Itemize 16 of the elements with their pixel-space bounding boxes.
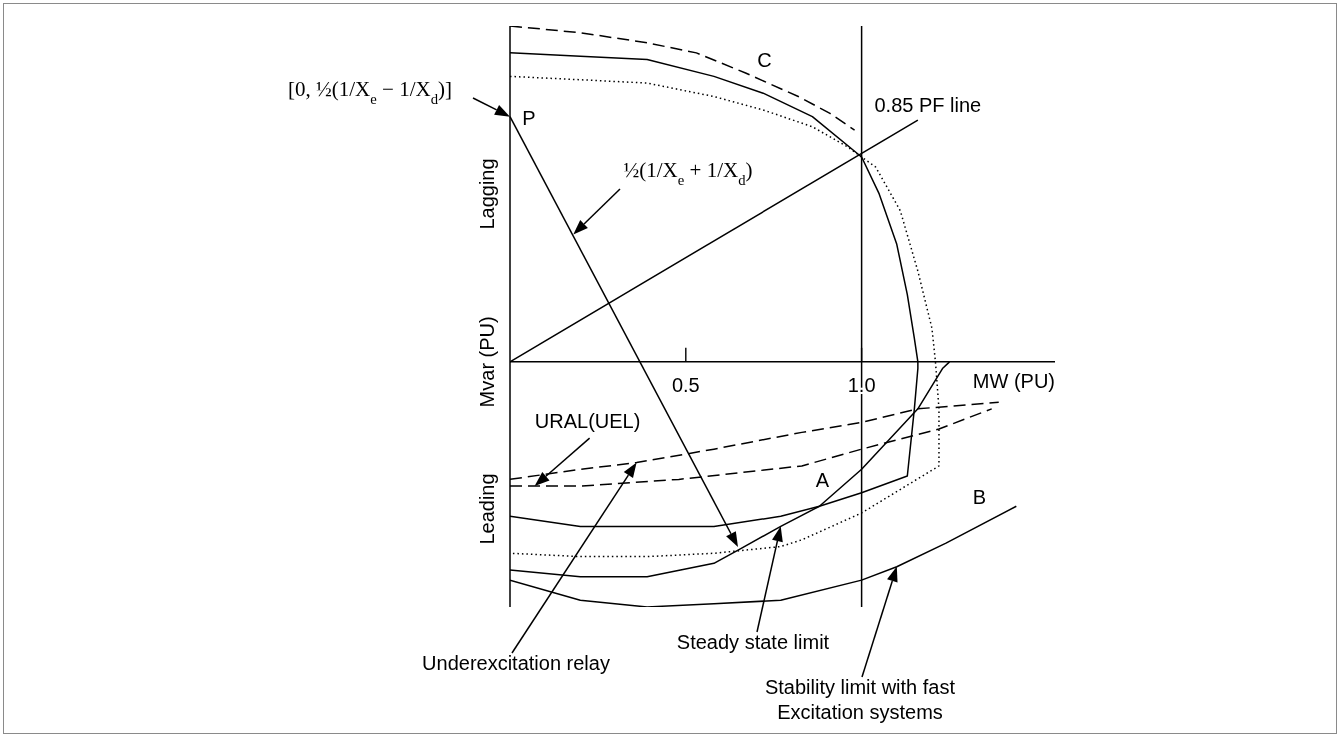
text: [0, ½(1/X$_{e}$ − 1/X$_{d}$)] [288,77,452,108]
series-label: A [815,469,830,492]
annotation: P [522,107,536,129]
series-label: 0.85 PF line [874,94,982,117]
series-label: C [757,49,772,72]
text: Stability limit with fast Excitation systems [764,676,956,723]
y-axis-title: Mvar (PU) [476,316,498,408]
x-tick-label: 0.5 [671,373,700,396]
text: Underexcitation relay [422,651,610,674]
series-label: B [972,486,986,509]
text: Steady state limit [676,631,830,653]
text: Lagging [476,158,498,230]
annotation: ½(1/X$_{e}$ + 1/X$_{d}$) [623,158,753,189]
annotation: URAL(UEL) [534,410,641,433]
text: Leading [476,473,498,545]
x-axis-title: MW (PU) [972,369,1055,392]
